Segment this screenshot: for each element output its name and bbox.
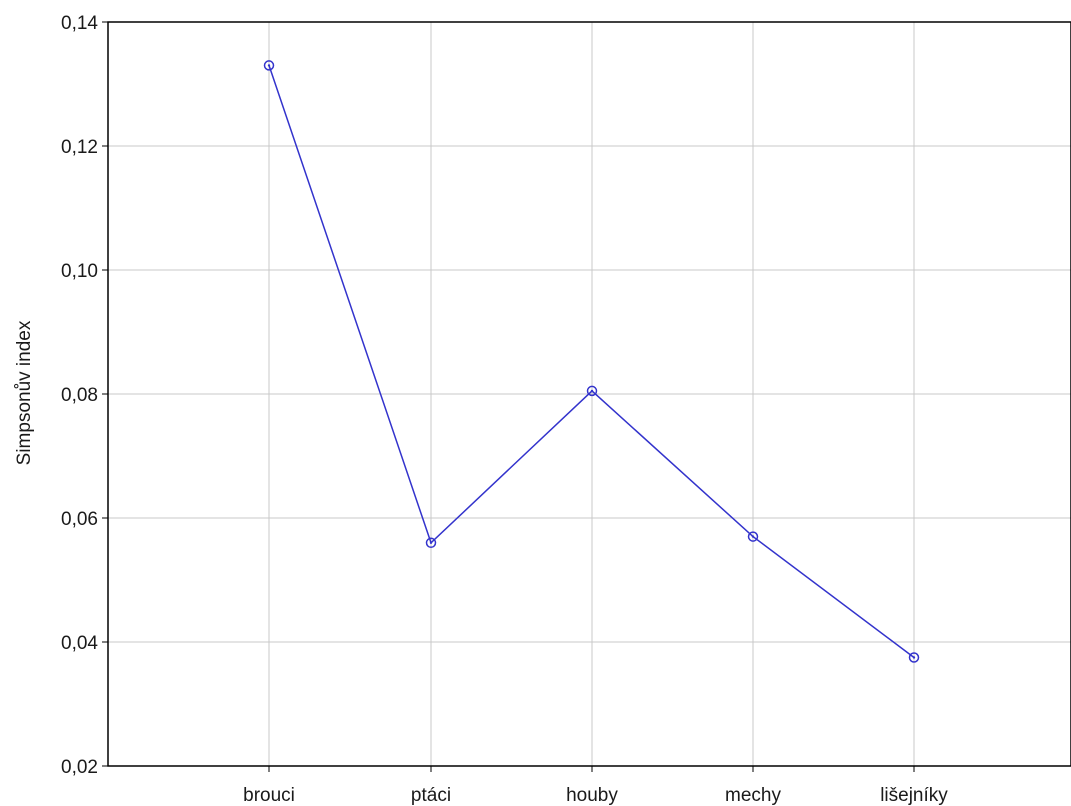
- y-axis-ticks: 0,02 0,04 0,06 0,08 0,10 0,12 0,14: [61, 13, 108, 778]
- y-tick-label: 0,02: [61, 757, 98, 778]
- data-point-center: [912, 656, 916, 659]
- data-point: [263, 60, 275, 71]
- x-tick-label: houby: [566, 785, 618, 806]
- data-point-center: [751, 535, 755, 538]
- y-axis-label: Simpsonův index: [14, 320, 35, 465]
- x-tick-label: mechy: [725, 785, 781, 806]
- grid: [108, 22, 1071, 766]
- data-point: [586, 385, 598, 397]
- y-tick-label: 0,10: [61, 261, 98, 282]
- x-tick-label: lišejníky: [880, 785, 948, 806]
- x-tick-label: brouci: [243, 785, 295, 806]
- data-point-center: [590, 389, 594, 393]
- y-tick-label: 0,08: [61, 385, 98, 406]
- data-point-center: [429, 541, 433, 544]
- series: [263, 60, 920, 663]
- y-tick-label: 0,06: [61, 509, 98, 530]
- y-tick-label: 0,14: [61, 13, 98, 34]
- data-point: [425, 537, 437, 549]
- x-axis-ticks: brouci ptáci houby mechy lišejníky: [243, 766, 948, 806]
- y-tick-label: 0,04: [61, 633, 98, 654]
- y-tick-label: 0,12: [61, 137, 98, 158]
- data-point-center: [267, 64, 271, 67]
- x-tick-label: ptáci: [411, 785, 451, 806]
- data-point: [747, 531, 759, 542]
- data-point: [908, 652, 920, 663]
